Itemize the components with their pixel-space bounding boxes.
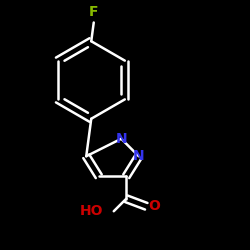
Text: N: N [116,132,127,146]
Text: F: F [89,6,99,20]
Text: O: O [148,199,160,213]
Text: N: N [133,149,144,163]
Text: HO: HO [80,204,103,218]
